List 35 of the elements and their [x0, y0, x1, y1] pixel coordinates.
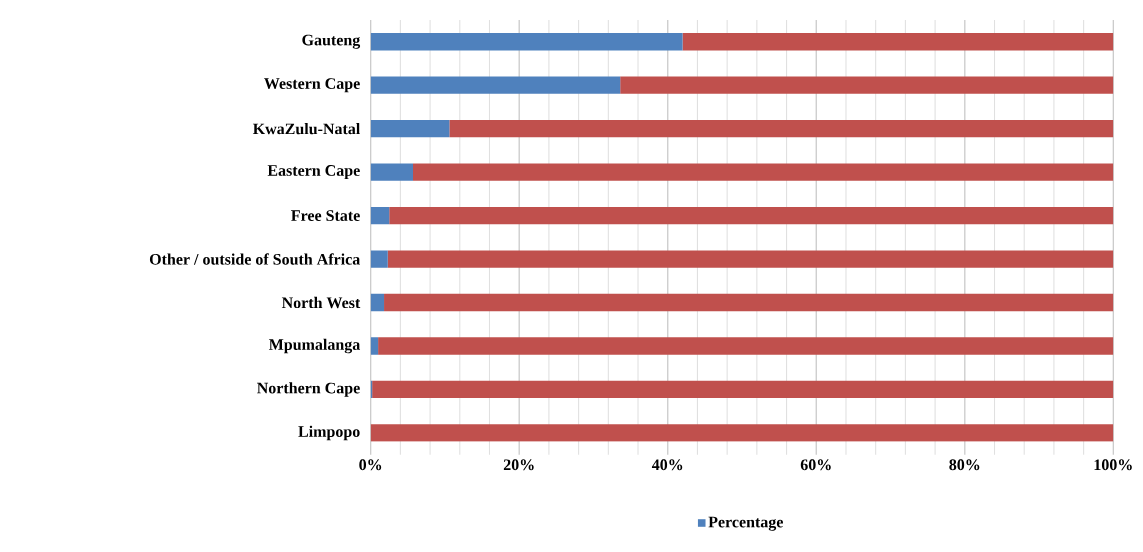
- bar: [370, 76, 621, 94]
- x-tick-label: 100%: [1094, 459, 1132, 471]
- y-tick-label: Gauteng: [302, 34, 361, 49]
- x-tick-label: 40%: [651, 459, 683, 471]
- x-tick-label: 0%: [359, 459, 382, 471]
- bar: [370, 337, 379, 355]
- bar: [370, 424, 1114, 442]
- bar: [370, 33, 683, 51]
- bar: [370, 206, 390, 225]
- bar: [449, 119, 1114, 138]
- x-tick-label: 20%: [503, 459, 534, 471]
- bar: [370, 163, 413, 181]
- y-tick-label: Eastern Cape: [267, 165, 360, 180]
- bar: [370, 250, 388, 268]
- bar: [370, 293, 385, 312]
- bar: [384, 293, 1114, 312]
- bar: [370, 119, 450, 138]
- bar: [413, 163, 1114, 181]
- bar: [387, 250, 1114, 268]
- y-tick-label: Limpopo: [298, 425, 360, 441]
- bar: [389, 206, 1114, 225]
- y-tick-label: North West: [281, 296, 361, 309]
- bar: [372, 380, 1114, 399]
- bar: [620, 76, 1114, 94]
- y-tick-label: Western Cape: [264, 78, 360, 93]
- x-tick-label: 60%: [800, 459, 831, 471]
- bar: [682, 33, 1114, 51]
- y-tick-label: Mpumalanga: [268, 338, 361, 354]
- bar: [378, 337, 1114, 355]
- y-tick-label: Northern Cape: [257, 382, 360, 397]
- legend-label: Percentage: [708, 516, 783, 531]
- y-tick-label: KwaZulu-Natal: [252, 123, 360, 135]
- y-tick-label: Other / outside of South Africa: [149, 253, 361, 265]
- x-tick-label: 80%: [949, 459, 980, 471]
- y-tick-label: Free State: [291, 210, 360, 221]
